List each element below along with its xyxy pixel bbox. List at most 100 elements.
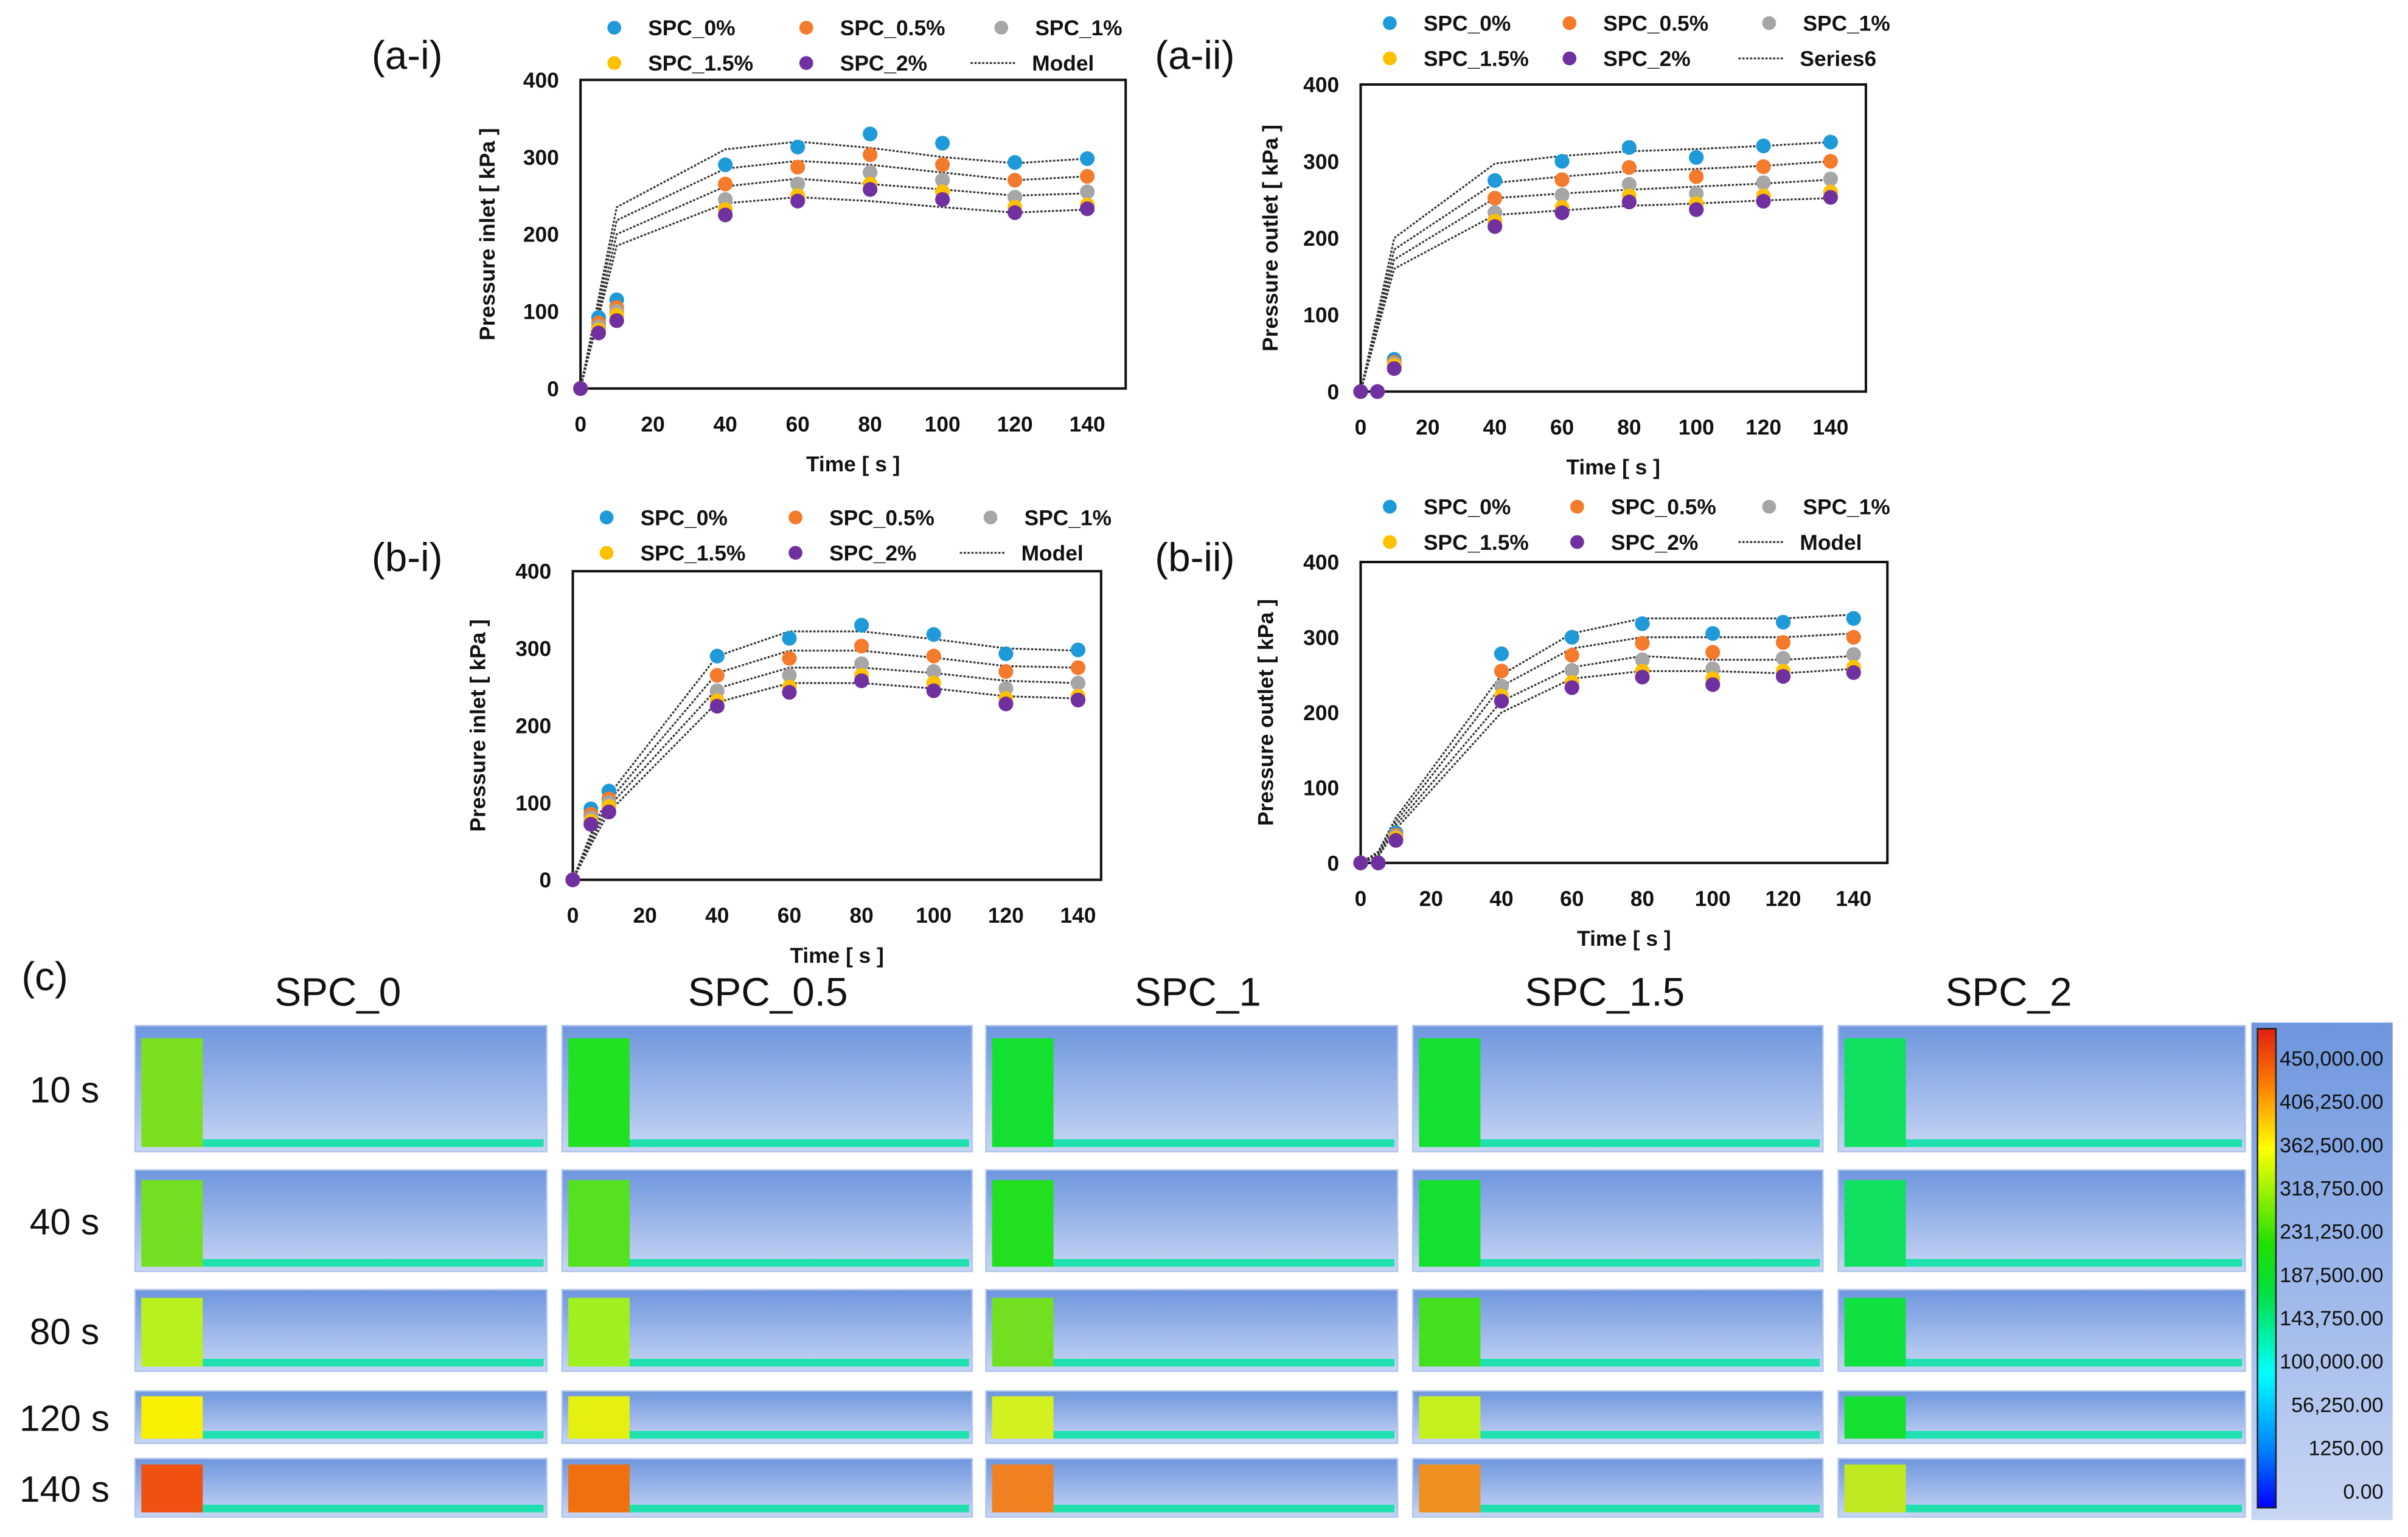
x-tick-label: 0 — [567, 904, 579, 928]
contour-background — [561, 1025, 973, 1153]
data-point-SPC_2% — [1007, 205, 1023, 220]
x-tick-label: 140 — [1836, 887, 1871, 911]
outlet-channel — [1053, 1139, 1395, 1147]
contour-plot — [134, 1390, 548, 1445]
legend-swatch — [1762, 499, 1776, 514]
contour-plot — [1837, 1457, 2246, 1518]
panel-label-c: (c) — [21, 954, 68, 999]
data-point-SPC_0.5% — [1554, 172, 1570, 187]
row-label: 10 s — [30, 1069, 100, 1111]
x-tick-label: 120 — [1745, 415, 1781, 439]
x-tick-label: 20 — [633, 904, 657, 928]
data-point-SPC_2% — [1621, 194, 1637, 210]
data-point-SPC_0.5% — [1705, 645, 1721, 660]
data-point-SPC_0.5% — [790, 159, 806, 175]
column-header: SPC_1 — [1135, 970, 1261, 1014]
contour-plot — [985, 1025, 1399, 1153]
data-point-SPC_2% — [1756, 193, 1771, 209]
data-point-SPC_1% — [1080, 184, 1095, 199]
outlet-channel — [1053, 1359, 1395, 1367]
y-tick-label: 400 — [1303, 551, 1339, 575]
legend-label: SPC_2% — [829, 541, 916, 565]
legend-label: SPC_1.5% — [641, 541, 746, 565]
data-point-SPC_2% — [591, 325, 607, 341]
pressure-block — [568, 1180, 630, 1267]
contour-plot — [561, 1289, 973, 1372]
pressure-block — [568, 1297, 630, 1367]
legend-model-label: Model — [1800, 531, 1862, 555]
x-tick-label: 60 — [786, 412, 810, 436]
y-axis-label: Pressure inlet [ kPa ] — [467, 619, 490, 832]
y-tick-label: 0 — [1327, 380, 1339, 404]
legend-label: SPC_0% — [648, 16, 735, 40]
outlet-channel — [203, 1504, 544, 1513]
legend-label: SPC_1.5% — [648, 52, 753, 75]
data-point-SPC_2% — [998, 696, 1014, 712]
legend-label: SPC_2% — [840, 52, 927, 75]
data-point-SPC_0% — [1705, 626, 1721, 641]
colorbar-label: 143,750.00 — [2280, 1307, 2383, 1330]
legend-label: SPC_0% — [641, 506, 728, 530]
legend-label: SPC_0.5% — [840, 16, 945, 40]
pressure-block — [1844, 1396, 1906, 1439]
x-tick-label: 80 — [1630, 887, 1654, 911]
pressure-block — [1419, 1297, 1481, 1367]
legend-swatch — [1570, 499, 1584, 514]
contour-plot — [134, 1169, 548, 1272]
data-point-SPC_2% — [1823, 190, 1839, 205]
contour-plot — [1837, 1289, 2246, 1372]
plot-frame — [579, 78, 1127, 390]
chart-a-i: (a-i) 0 100 200 300 400 0 20 40 60 80 100 120 140 Time… — [372, 16, 1127, 476]
model-line — [572, 630, 1079, 881]
contour-background — [561, 1169, 973, 1272]
model-line — [1360, 197, 1831, 392]
data-point-SPC_0.5% — [1494, 664, 1509, 679]
legend-label: SPC_2% — [1611, 531, 1698, 555]
colorbar: 450,000.00 406,250.00 362,500.00 318,750.00… — [2251, 1022, 2393, 1521]
model-line — [1360, 178, 1831, 392]
data-point-SPC_1% — [1756, 175, 1771, 190]
legend-swatch — [1383, 16, 1397, 30]
x-tick-label: 120 — [988, 904, 1024, 928]
contour-plot — [985, 1169, 1399, 1272]
data-point-SPC_2% — [1689, 202, 1704, 217]
pressure-block — [141, 1180, 203, 1267]
data-point-SPC_0% — [1689, 150, 1704, 165]
data-point-SPC_1% — [1846, 647, 1861, 662]
pressure-block — [141, 1038, 203, 1147]
legend-label: SPC_0.5% — [1611, 496, 1716, 519]
contour-plot — [561, 1457, 973, 1518]
x-axis-label: Time [ s ] — [806, 453, 900, 476]
y-tick-label: 100 — [1303, 777, 1339, 800]
legend-model-label: Series6 — [1800, 47, 1876, 71]
outlet-channel — [203, 1258, 544, 1267]
contour-plot — [561, 1169, 973, 1272]
legend-label: SPC_1% — [1803, 12, 1890, 36]
data-point-SPC_0.5% — [854, 639, 869, 654]
data-point-SPC_0% — [998, 646, 1014, 661]
data-point-SPC_0% — [926, 627, 941, 642]
x-tick-label: 120 — [1766, 887, 1801, 911]
data-point-SPC_1% — [1564, 662, 1579, 678]
outlet-channel — [629, 1504, 969, 1513]
contour-background — [985, 1025, 1399, 1153]
contour-plot — [1412, 1025, 1824, 1153]
legend-label: SPC_1% — [1803, 496, 1890, 519]
data-point-SPC_0% — [1621, 140, 1637, 155]
legend-swatch — [1562, 51, 1577, 66]
data-point-SPC_2% — [935, 192, 950, 207]
data-point-SPC_1% — [1554, 187, 1570, 203]
contour-plot — [985, 1289, 1399, 1372]
data-point-SPC_0% — [709, 648, 725, 664]
outlet-channel — [1905, 1359, 2243, 1367]
model-line — [1360, 614, 1854, 864]
contour-background — [1412, 1289, 1824, 1372]
y-axis-label: Pressure outlet [ kPa ] — [1254, 599, 1278, 826]
outlet-channel — [629, 1258, 969, 1267]
x-tick-label: 40 — [1489, 887, 1513, 911]
colorbar-label: 1250.00 — [2308, 1437, 2383, 1460]
x-axis-label: Time [ s ] — [790, 944, 883, 968]
data-point-SPC_0.5% — [782, 651, 797, 666]
row-label: 120 s — [19, 1398, 110, 1439]
